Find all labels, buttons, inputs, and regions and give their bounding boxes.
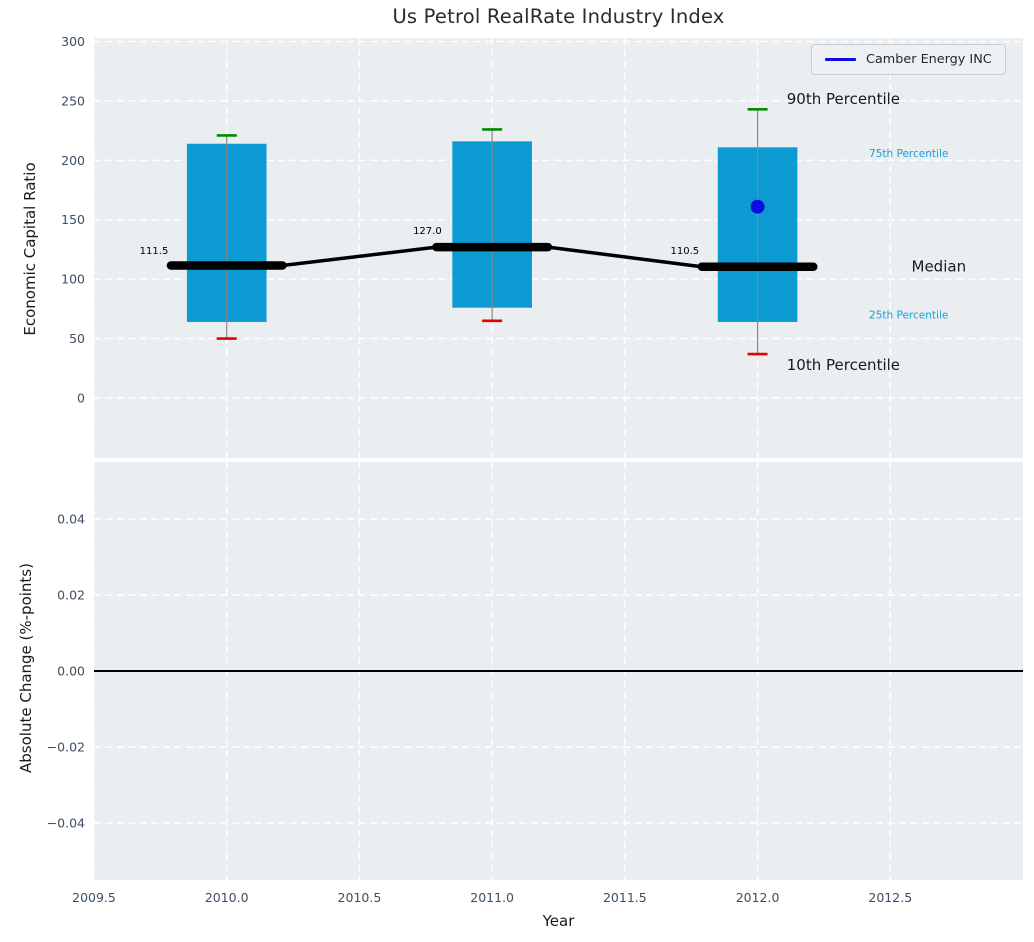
percentile-annotation: Median: [912, 257, 967, 275]
legend: Camber Energy INC: [811, 44, 1006, 75]
ytick-label-bottom: −0.04: [47, 815, 85, 830]
ytick-label-top: 50: [69, 331, 85, 346]
ytick-label-top: 200: [61, 153, 85, 168]
ytick-label-bottom: −0.02: [47, 739, 85, 754]
ytick-label-top: 250: [61, 93, 85, 108]
legend-line-sample: [825, 58, 856, 61]
ytick-label-top: 0: [77, 390, 85, 405]
percentile-annotation: 90th Percentile: [787, 90, 900, 108]
median-value-label: 110.5: [671, 246, 700, 257]
percentile-annotation: 10th Percentile: [787, 356, 900, 374]
median-value-label: 127.0: [413, 226, 442, 237]
y-axis-label-bottom: Absolute Change (%-points): [17, 563, 35, 773]
ytick-label-top: 150: [61, 212, 85, 227]
legend-series-label: Camber Energy INC: [866, 52, 992, 67]
xtick-label: 2012.0: [736, 890, 780, 905]
percentile-annotation: 75th Percentile: [869, 148, 948, 160]
ytick-label-top: 100: [61, 272, 85, 287]
xtick-label: 2010.0: [205, 890, 249, 905]
percentile-annotation: 25th Percentile: [869, 310, 948, 322]
ytick-label-bottom: 0.04: [57, 511, 85, 526]
xtick-label: 2011.0: [470, 890, 514, 905]
xtick-label: 2011.5: [603, 890, 647, 905]
median-value-label: 111.5: [140, 246, 169, 257]
xtick-label: 2010.5: [338, 890, 382, 905]
x-axis-label: Year: [542, 912, 575, 930]
xtick-label: 2009.5: [72, 890, 116, 905]
xtick-label: 2012.5: [868, 890, 912, 905]
y-axis-label-top: Economic Capital Ratio: [21, 162, 39, 336]
company-point: [750, 199, 765, 214]
ytick-label-bottom: 0.02: [57, 587, 85, 602]
ytick-label-bottom: 0.00: [57, 663, 85, 678]
chart-title: Us Petrol RealRate Industry Index: [392, 5, 725, 28]
ytick-label-top: 300: [61, 34, 85, 49]
